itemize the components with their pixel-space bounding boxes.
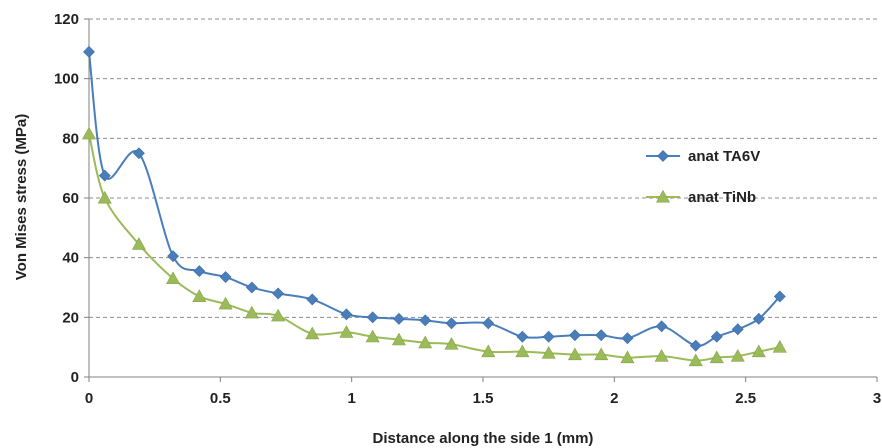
legend-item: anat TA6V: [646, 148, 760, 165]
data-point: [98, 169, 111, 182]
data-point: [567, 347, 582, 361]
data-point: [595, 329, 608, 342]
x-tick-label: 1.5: [473, 390, 494, 407]
legend-label: anat TiNb: [688, 189, 756, 206]
x-tick-label: 1: [347, 390, 355, 407]
data-point: [365, 329, 380, 343]
legend-label: anat TA6V: [688, 148, 760, 165]
data-point: [244, 305, 259, 319]
x-tick-label: 3: [873, 390, 881, 407]
data-point: [81, 126, 97, 140]
data-point: [305, 326, 320, 340]
data-point: [306, 293, 319, 306]
legend: anat TA6V anat TiNb: [646, 148, 760, 206]
data-point: [655, 320, 668, 333]
data-point: [218, 296, 233, 310]
y-tick-label: 40: [62, 250, 79, 267]
y-tick-labels: 0 20 40 60 80 100 120: [54, 11, 79, 386]
y-axis-label: Von Mises stress (MPa): [13, 114, 30, 280]
data-point: [482, 317, 495, 330]
data-point: [131, 237, 146, 250]
axes: [84, 18, 878, 382]
data-point: [772, 340, 787, 353]
data-point: [594, 347, 609, 361]
x-tick-label: 0.5: [210, 390, 231, 407]
legend-marker: [657, 150, 669, 162]
y-tick-label: 0: [71, 369, 79, 386]
data-point: [688, 353, 703, 367]
data-point: [167, 250, 179, 263]
data-point: [710, 330, 723, 343]
data-point: [541, 346, 556, 359]
data-point: [366, 311, 379, 324]
data-point: [245, 281, 258, 294]
data-point: [481, 344, 496, 358]
data-point: [515, 344, 530, 358]
x-tick-label: 2: [610, 390, 618, 407]
data-point: [83, 45, 95, 58]
data-point: [419, 314, 432, 327]
data-point: [272, 287, 285, 300]
series-line: [88, 133, 781, 362]
y-tick-label: 60: [62, 190, 79, 207]
data-point: [773, 290, 786, 303]
data-point: [444, 337, 459, 350]
data-point: [418, 335, 433, 349]
data-series: [81, 45, 787, 367]
data-point: [192, 289, 207, 302]
data-point: [751, 344, 766, 358]
series-1: [83, 45, 786, 352]
data-point: [393, 312, 405, 325]
x-tick-label: 0: [85, 390, 93, 407]
x-axis-label: Distance along the side 1 (mm): [373, 430, 594, 447]
data-point: [516, 330, 529, 343]
legend-marker: [655, 189, 671, 203]
x-tick-labels: 0 0.5 1 1.5 2 2.5 3: [85, 390, 881, 407]
y-tick-label: 100: [54, 71, 79, 88]
data-point: [445, 317, 458, 330]
data-point: [339, 325, 354, 338]
data-point: [271, 308, 286, 322]
y-tick-label: 120: [54, 11, 79, 28]
data-point: [621, 332, 634, 345]
data-point: [340, 308, 353, 321]
data-point: [219, 271, 232, 283]
data-point: [620, 350, 635, 364]
y-tick-label: 80: [62, 130, 79, 147]
data-point: [132, 147, 145, 160]
data-point: [689, 339, 702, 352]
data-point: [752, 312, 765, 325]
data-point: [654, 348, 669, 362]
data-point: [391, 332, 406, 346]
legend-item: anat TiNb: [646, 189, 756, 206]
data-point: [97, 190, 112, 204]
x-tick-label: 2.5: [735, 390, 756, 407]
data-point: [731, 323, 744, 336]
data-point: [569, 329, 581, 342]
data-point: [193, 265, 206, 278]
data-point: [542, 330, 555, 343]
data-point: [730, 348, 745, 362]
data-point: [166, 271, 181, 285]
series-2: [81, 126, 787, 367]
gridlines: [89, 18, 877, 318]
data-point: [709, 350, 724, 364]
y-tick-label: 20: [62, 309, 79, 326]
